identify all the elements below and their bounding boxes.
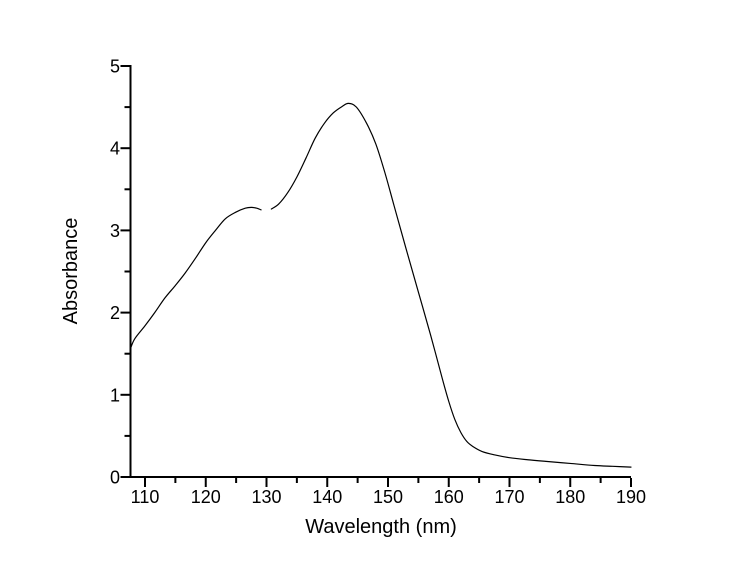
x-tick-label: 180 bbox=[555, 487, 585, 507]
spectrum-segment-2 bbox=[270, 102, 632, 468]
y-tick-label: 5 bbox=[110, 57, 120, 77]
y-tick-label: 0 bbox=[110, 468, 120, 488]
y-tick-label: 1 bbox=[110, 385, 120, 405]
x-tick-label: 130 bbox=[251, 487, 281, 507]
y-tick-label: 2 bbox=[110, 303, 120, 323]
x-tick-label: 170 bbox=[494, 487, 524, 507]
x-tick-label: 160 bbox=[434, 487, 464, 507]
y-tick-label: 3 bbox=[110, 221, 120, 241]
x-tick-label: 140 bbox=[312, 487, 342, 507]
x-tick-label: 120 bbox=[191, 487, 221, 507]
x-tick-label: 150 bbox=[373, 487, 403, 507]
x-axis-title: Wavelength (nm) bbox=[305, 516, 457, 538]
x-tick-label: 190 bbox=[616, 487, 646, 507]
x-tick-label: 110 bbox=[131, 487, 160, 507]
y-axis-title: Absorbance bbox=[60, 217, 82, 325]
spectrum-segment-1 bbox=[129, 206, 262, 350]
y-tick-label: 4 bbox=[110, 139, 120, 159]
